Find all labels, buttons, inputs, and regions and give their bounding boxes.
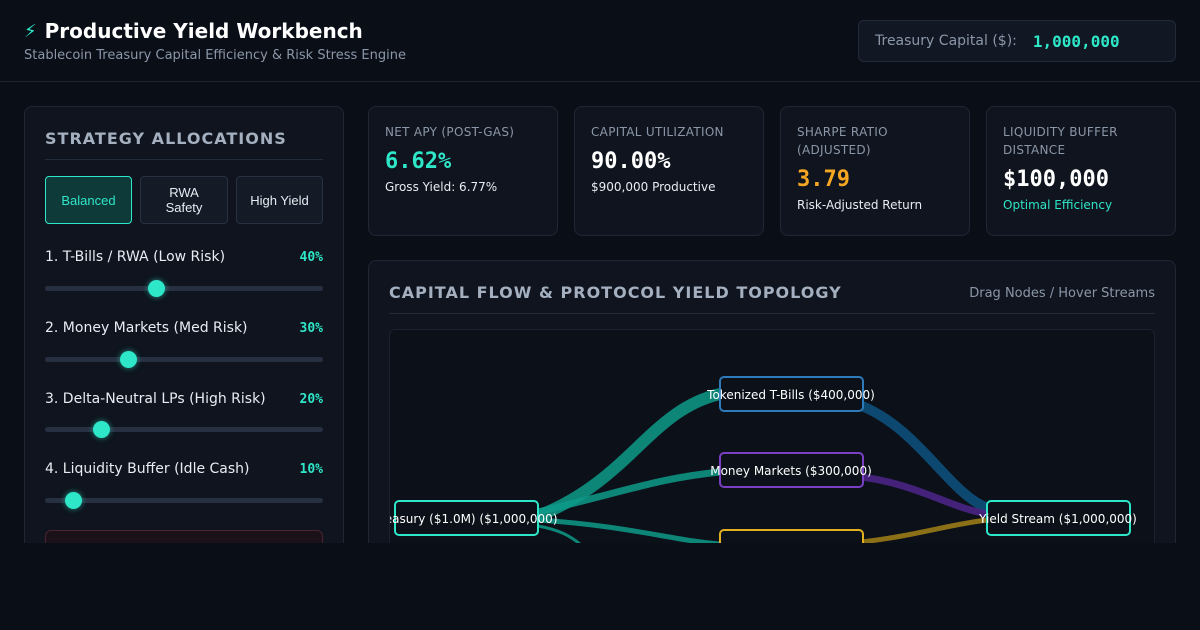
node-tbills-label: Tokenized T-Bills ($400,000): [706, 388, 875, 402]
slider-thumb[interactable]: [120, 351, 138, 368]
stream-tbills-yield[interactable]: [860, 401, 990, 513]
node-money-markets-label: Money Markets ($300,000): [710, 464, 872, 478]
metric-card-liquidity-buffer: LIQUIDITY BUFFER DISTANCE $100,000 Optim…: [986, 106, 1176, 236]
allocation-slider-liquidity-buffer[interactable]: [45, 492, 323, 509]
metric-card-net-apy: NET APY (POST-GAS) 6.62% Gross Yield: 6.…: [368, 106, 558, 236]
app-title: ⚡ Productive Yield Workbench: [24, 19, 363, 43]
allocation-pct-tbills: 40%: [299, 250, 323, 265]
metric-value: 6.62%: [385, 149, 452, 174]
app-title-text: Productive Yield Workbench: [44, 19, 363, 43]
node-treasury-label: Treasury ($1.0M) ($1,000,000): [390, 512, 558, 526]
metric-label: NET APY (POST-GAS): [385, 125, 515, 139]
metric-value: 90.00%: [591, 149, 671, 174]
node-treasury[interactable]: Treasury ($1.0M) ($1,000,000): [390, 500, 558, 536]
metric-label: LIQUIDITY BUFFER DISTANCE: [1003, 125, 1118, 157]
stream-treasury-buffer[interactable]: [537, 524, 581, 546]
node-money-markets[interactable]: Money Markets ($300,000): [710, 452, 872, 488]
treasury-capital-input[interactable]: 1,000,000: [1032, 31, 1120, 51]
allocation-slider-delta-neutral[interactable]: [45, 421, 323, 438]
metric-sub: Optimal Efficiency: [1003, 198, 1113, 212]
treasury-capital-field[interactable]: Treasury Capital ($): 1,000,000: [858, 20, 1176, 62]
preset-rwa-safety-button[interactable]: RWA Safety: [140, 176, 228, 224]
allocation-pct-liquidity-buffer: 10%: [299, 462, 323, 477]
metric-card-sharpe-ratio: SHARPE RATIO (ADJUSTED) 3.79 Risk-Adjust…: [780, 106, 970, 236]
stream-money-markets-yield[interactable]: [861, 473, 989, 518]
preset-rwa-safety-label: RWA Safety: [165, 185, 203, 215]
allocation-pct-money-markets: 30%: [299, 321, 323, 336]
metric-sub: Risk-Adjusted Return: [797, 198, 923, 212]
app-header: ⚡ Productive Yield Workbench Stablecoin …: [0, 0, 1200, 82]
allocation-slider-tbills[interactable]: [45, 280, 323, 297]
stream-treasury-tbills[interactable]: [535, 388, 722, 522]
strategy-panel-title: STRATEGY ALLOCATIONS: [45, 129, 287, 148]
stream-treasury-money-markets[interactable]: [537, 468, 721, 516]
app-subtitle: Stablecoin Treasury Capital Efficiency &…: [24, 48, 406, 63]
lightning-icon: ⚡: [24, 20, 37, 42]
divider: [45, 159, 323, 160]
allocation-label-liquidity-buffer: 4. Liquidity Buffer (Idle Cash): [45, 461, 250, 477]
flow-panel-title: CAPITAL FLOW & PROTOCOL YIELD TOPOLOGY: [389, 283, 842, 302]
preset-balanced-label: Balanced: [61, 192, 116, 208]
node-yield-stream[interactable]: Yield Stream ($1,000,000): [978, 500, 1137, 536]
allocation-label-delta-neutral: 3. Delta-Neutral LPs (High Risk): [45, 391, 266, 407]
preset-high-yield-label: High Yield: [250, 192, 309, 208]
flow-panel-hint: Drag Nodes / Hover Streams: [969, 286, 1155, 301]
allocation-label-tbills: 1. T-Bills / RWA (Low Risk): [45, 249, 226, 265]
slider-thumb[interactable]: [92, 421, 110, 438]
metric-value: $100,000: [1003, 167, 1109, 192]
preset-balanced-button[interactable]: Balanced: [45, 176, 132, 224]
metric-label: SHARPE RATIO (ADJUSTED): [797, 125, 888, 157]
treasury-capital-label: Treasury Capital ($):: [875, 33, 1017, 49]
viewport-edge: [0, 543, 1200, 630]
strategy-panel: STRATEGY ALLOCATIONS Balanced RWA Safety…: [24, 106, 344, 576]
stream-lps-yield[interactable]: [861, 517, 989, 545]
metric-card-capital-utilization: CAPITAL UTILIZATION 90.00% $900,000 Prod…: [574, 106, 764, 236]
allocation-label-money-markets: 2. Money Markets (Med Risk): [45, 320, 248, 336]
metric-sub: $900,000 Productive: [591, 180, 716, 194]
stream-treasury-lps[interactable]: [537, 517, 721, 547]
metric-label: CAPITAL UTILIZATION: [591, 125, 724, 139]
metric-sub: Gross Yield: 6.77%: [385, 180, 498, 194]
preset-high-yield-button[interactable]: High Yield: [236, 176, 323, 224]
node-tbills[interactable]: Tokenized T-Bills ($400,000): [706, 376, 875, 412]
node-yield-stream-label: Yield Stream ($1,000,000): [978, 512, 1137, 526]
metric-value: 3.79: [797, 167, 850, 192]
allocation-slider-money-markets[interactable]: [45, 351, 323, 368]
slider-thumb[interactable]: [148, 280, 166, 297]
allocation-pct-delta-neutral: 20%: [299, 392, 323, 407]
divider: [389, 313, 1155, 314]
slider-thumb[interactable]: [64, 492, 82, 509]
